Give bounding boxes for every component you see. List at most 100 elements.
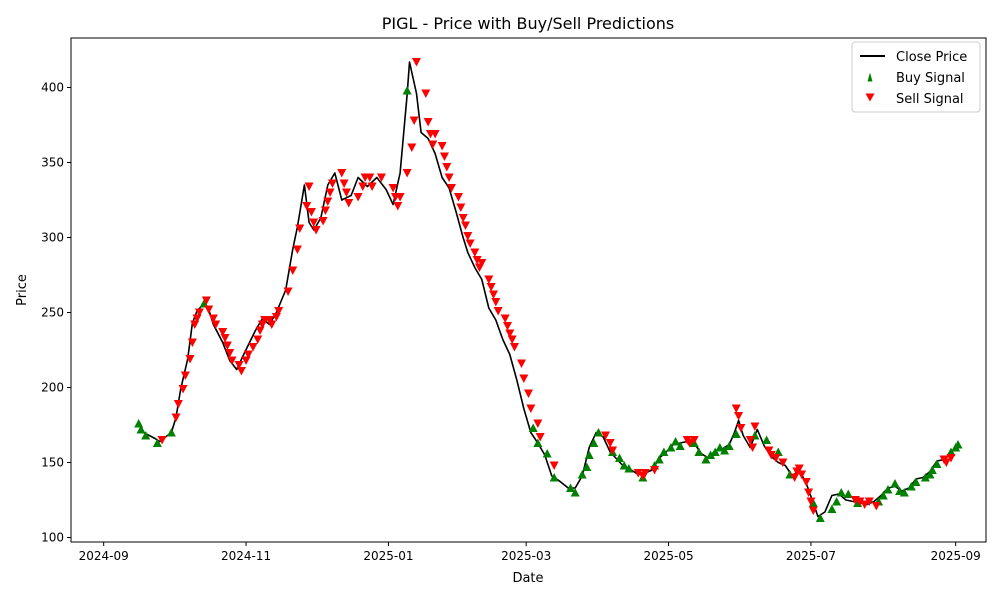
sell-signal-marker: [766, 451, 776, 460]
sell-signal-marker: [292, 245, 302, 254]
sell-signal-marker: [304, 182, 314, 191]
sell-signal-marker: [218, 328, 228, 337]
sell-signal-marker: [771, 454, 781, 463]
sell-signal-marker: [201, 296, 211, 305]
sell-signal-marker: [222, 341, 232, 350]
sell-signal-marker: [491, 298, 501, 307]
sell-signal-marker: [430, 130, 440, 139]
sell-signal-marker: [533, 419, 543, 428]
buy-signal-marker: [570, 488, 580, 497]
sell-signal-marker: [283, 287, 293, 296]
buy-signal-marker: [724, 441, 734, 450]
buy-signal-marker: [589, 438, 599, 447]
sell-signal-marker: [234, 361, 244, 370]
sell-signal-marker: [318, 217, 328, 226]
sell-signal-marker: [157, 436, 167, 445]
buy-signal-marker: [920, 473, 930, 482]
buy-signal-marker: [946, 447, 956, 456]
buy-signal-marker: [878, 491, 888, 500]
sell-signal-marker: [253, 335, 263, 344]
sell-signal-marker: [442, 163, 452, 172]
sell-signal-marker: [173, 400, 183, 409]
sell-signal-marker: [243, 350, 253, 359]
sell-signal-marker: [288, 266, 298, 275]
sell-signal-marker: [516, 359, 526, 368]
sell-signal-marker: [689, 436, 699, 445]
sell-signal-marker: [640, 469, 650, 478]
buy-signal-marker: [542, 449, 552, 458]
sell-signal-marker: [409, 116, 419, 125]
sell-signal-marker: [323, 197, 333, 206]
sell-signal-marker: [395, 193, 405, 202]
sell-signal-marker: [227, 356, 237, 365]
sell-signal-marker: [946, 454, 956, 463]
buy-signal-marker: [715, 443, 725, 452]
sell-signal-marker: [325, 188, 335, 197]
sell-signal-marker: [608, 446, 618, 455]
sell-signal-marker: [402, 169, 412, 178]
buy-signal-marker: [199, 299, 209, 308]
legend-buy-swatch: [867, 72, 873, 82]
sell-signal-marker: [437, 142, 447, 151]
buy-signal-marker: [566, 483, 576, 492]
buy-signal-marker: [594, 428, 604, 437]
marks-layer: [134, 58, 963, 522]
buy-signal-marker: [624, 464, 634, 473]
buy-signal-marker: [706, 450, 716, 459]
sell-signal-marker: [208, 314, 218, 323]
buy-signal-marker: [890, 479, 900, 488]
sell-signal-marker: [341, 188, 351, 197]
buy-signal-marker: [141, 431, 151, 440]
sell-signal-marker: [797, 470, 807, 479]
sell-signal-marker: [750, 422, 760, 431]
sell-signal-marker: [804, 488, 814, 497]
sell-signal-marker: [484, 275, 494, 284]
sell-signal-marker: [339, 179, 349, 188]
sell-signal-marker: [470, 248, 480, 257]
buy-signal-marker: [666, 443, 676, 452]
buy-signal-marker: [762, 435, 772, 444]
sell-signal-marker: [519, 374, 529, 383]
buy-signal-marker: [720, 446, 730, 455]
y-axis-label: Price: [15, 274, 30, 306]
buy-signal-marker: [883, 485, 893, 494]
buy-signal-marker: [619, 461, 629, 470]
sell-signal-marker: [446, 184, 456, 193]
buy-signal-marker: [166, 428, 176, 437]
buy-signal-marker: [731, 429, 741, 438]
sell-signal-marker: [864, 497, 874, 506]
sell-signal-marker: [365, 173, 375, 182]
sell-signal-marker: [460, 221, 470, 230]
sell-signal-marker: [860, 500, 870, 509]
sell-signal-marker: [344, 199, 354, 208]
sell-signal-marker: [941, 458, 951, 467]
sell-signal-marker: [794, 464, 804, 473]
sell-signal-marker: [509, 343, 519, 352]
buy-signal-marker: [694, 447, 704, 456]
y-tick-label: 250: [41, 306, 64, 320]
legend-sell-swatch: [865, 93, 875, 102]
buy-signal-marker: [911, 477, 921, 486]
buy-signal-marker: [675, 441, 685, 450]
plot-frame: [70, 37, 987, 543]
legend-label-buy: Buy Signal: [896, 71, 965, 86]
sell-signal-marker: [211, 320, 221, 329]
sell-signal-marker: [486, 283, 496, 292]
buy-signal-marker: [836, 488, 846, 497]
sell-signal-marker: [505, 329, 515, 338]
sell-signal-marker: [264, 316, 274, 325]
sell-signal-marker: [194, 308, 204, 317]
sell-signal-marker: [734, 412, 744, 421]
sell-signal-marker: [178, 385, 188, 394]
buy-signal-marker: [152, 438, 162, 447]
buy-signal-marker: [827, 504, 837, 513]
sell-signal-marker: [267, 320, 277, 329]
buy-signal-marker: [549, 473, 559, 482]
sell-signal-marker: [855, 497, 865, 506]
sell-signal-marker: [601, 431, 611, 440]
buy-signal-marker: [710, 447, 720, 456]
buy-signal-marker: [906, 482, 916, 491]
x-axis-label: Date: [512, 571, 543, 586]
sell-signal-marker: [502, 322, 512, 331]
